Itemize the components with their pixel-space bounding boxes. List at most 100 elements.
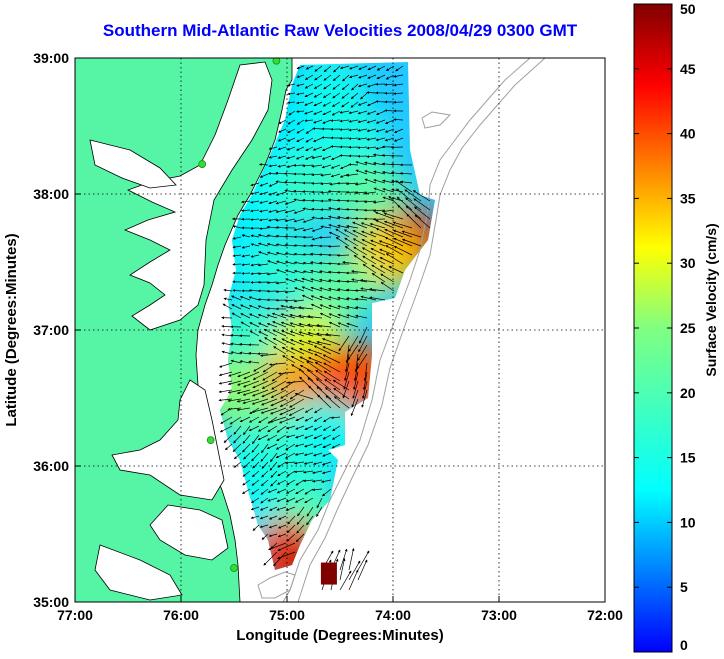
velocity-vector	[295, 434, 305, 439]
velocity-vector	[266, 234, 278, 238]
velocity-vector	[266, 307, 278, 310]
velocity-vector	[381, 209, 395, 213]
velocity-vector	[379, 248, 395, 256]
velocity-vector	[328, 321, 341, 328]
velocity-vector	[330, 145, 341, 148]
velocity-vector	[232, 236, 242, 240]
velocity-vector	[393, 92, 404, 95]
velocity-vector	[257, 425, 269, 432]
velocity-vector	[354, 289, 368, 292]
velocity-vector	[282, 355, 296, 364]
velocity-vector	[322, 443, 332, 448]
velocity-vector	[295, 488, 305, 495]
velocity-vector	[286, 146, 296, 151]
velocity-vector	[257, 263, 269, 267]
velocity-vector	[250, 263, 260, 267]
velocity-vector	[320, 173, 332, 177]
velocity-vector	[333, 387, 350, 400]
velocity-vector	[323, 362, 341, 373]
velocity-vector	[268, 191, 278, 196]
velocity-vector	[393, 137, 404, 142]
velocity-vector	[318, 236, 332, 239]
velocity-vector	[305, 146, 314, 152]
velocity-vector	[257, 298, 269, 301]
velocity-vector	[314, 65, 323, 72]
velocity-vector	[284, 235, 296, 238]
velocity-vector	[322, 119, 332, 124]
velocity-vector	[412, 190, 431, 202]
velocity-vector	[313, 101, 323, 107]
velocity-vector	[295, 155, 305, 160]
velocity-vector	[354, 353, 359, 373]
velocity-vector	[357, 119, 368, 124]
velocity-vector	[277, 524, 287, 529]
velocity-vector	[357, 344, 368, 361]
y-axis-ticks: 39:00 38:00 37:00 36:00 35:00	[33, 50, 81, 610]
velocity-vector	[252, 380, 269, 389]
velocity-vector	[313, 119, 323, 124]
velocity-vector	[360, 295, 377, 301]
velocity-vector	[228, 371, 242, 377]
velocity-vector	[359, 326, 368, 344]
velocity-vector	[364, 178, 377, 184]
velocity-vector	[322, 101, 332, 107]
velocity-vector	[220, 416, 233, 424]
velocity-vector	[293, 299, 305, 303]
velocity-vector	[339, 119, 350, 123]
velocity-vector	[296, 119, 305, 125]
velocity-vector	[280, 304, 296, 310]
velocity-vector	[357, 83, 368, 88]
velocity-vector	[362, 371, 368, 391]
velocity-vector	[393, 118, 404, 121]
velocity-vector	[239, 416, 251, 423]
velocity-vector	[322, 488, 332, 497]
velocity-vector	[384, 237, 404, 247]
velocity-vector	[370, 248, 386, 256]
velocity-vector	[252, 389, 269, 397]
velocity-vector	[275, 443, 287, 450]
velocity-vector	[242, 434, 251, 444]
velocity-vector	[250, 243, 260, 247]
velocity-vector	[276, 434, 287, 442]
velocity-vector	[273, 346, 287, 355]
velocity-vector	[314, 407, 323, 414]
velocity-vector	[275, 218, 287, 222]
velocity-vector	[277, 470, 287, 477]
velocity-vector	[264, 337, 278, 346]
velocity-vector	[259, 515, 269, 520]
velocity-vector	[259, 218, 269, 222]
velocity-vector	[333, 396, 350, 409]
velocity-vector	[414, 206, 431, 220]
velocity-vector	[399, 171, 413, 175]
velocity-vector	[405, 205, 422, 220]
velocity-vector	[266, 281, 278, 285]
velocity-vector	[296, 515, 305, 525]
velocity-vector	[293, 209, 305, 214]
velocity-vector	[331, 101, 341, 107]
velocity-vector	[344, 362, 350, 381]
velocity-vector	[319, 304, 332, 310]
velocity-vector	[218, 389, 233, 394]
velocity-vector	[290, 339, 305, 346]
velocity-vector	[286, 425, 296, 430]
velocity-vector	[267, 488, 278, 493]
velocity-vector	[311, 155, 323, 160]
velocity-vector	[251, 470, 260, 478]
velocity-vector	[287, 83, 296, 87]
velocity-vector	[346, 224, 359, 229]
velocity-vector	[259, 182, 269, 187]
velocity-vector	[296, 146, 305, 151]
velocity-vector	[293, 261, 305, 265]
velocity-vector	[296, 83, 305, 87]
velocity-vector	[242, 470, 251, 477]
velocity-vector	[354, 297, 368, 301]
velocity-vector	[394, 128, 404, 133]
velocity-vector	[328, 231, 341, 238]
velocity-vector	[384, 83, 395, 86]
velocity-vector	[322, 146, 332, 151]
velocity-vector	[284, 290, 296, 294]
velocity-vector	[287, 101, 296, 104]
velocity-vector	[227, 407, 242, 411]
velocity-vector	[380, 273, 395, 283]
velocity-vector	[302, 218, 314, 223]
